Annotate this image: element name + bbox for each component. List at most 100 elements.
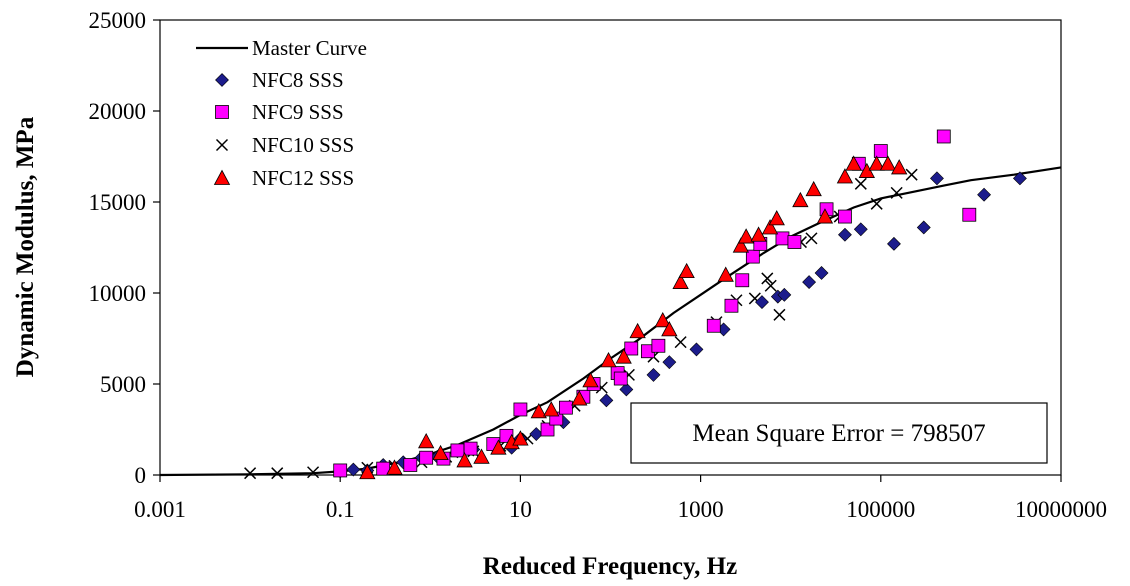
triangle-data-point <box>879 155 897 171</box>
legend: Master Curve NFC8 SSS NFC9 SSS NFC10 SSS… <box>196 36 367 190</box>
diamond-data-point <box>662 355 677 370</box>
square-data-point <box>651 338 666 353</box>
x-data-point <box>870 197 883 210</box>
triangle-data-point <box>661 321 678 337</box>
y-tick-label: 0 <box>135 463 147 488</box>
triangle-data-point <box>768 210 785 226</box>
square-data-point <box>333 463 348 478</box>
triangle-data-point <box>717 266 734 282</box>
square-data-point <box>463 441 478 456</box>
legend-label-nfc9: NFC9 SSS <box>252 100 344 124</box>
x-data-point <box>674 336 687 349</box>
x-data-point <box>271 467 284 480</box>
legend-triangle-marker <box>213 169 231 185</box>
triangle-data-point <box>543 401 560 417</box>
square-data-point <box>624 341 639 356</box>
diamond-data-point <box>619 382 634 397</box>
square-data-point <box>962 207 977 222</box>
y-tick-label: 15000 <box>89 190 147 215</box>
triangle-data-point <box>615 348 632 364</box>
square-data-point <box>513 402 528 417</box>
annotation-box: Mean Square Error = 798507 <box>630 402 1048 464</box>
mse-annotation: Mean Square Error = 798507 <box>692 420 985 447</box>
x-tick-label: 10 <box>509 497 532 522</box>
legend-label-nfc8: NFC8 SSS <box>252 68 344 92</box>
square-data-point <box>540 422 555 437</box>
triangle-data-point <box>868 155 885 171</box>
triangle-data-point <box>629 322 646 339</box>
x-data-point <box>773 308 786 321</box>
triangle-data-point <box>473 448 490 464</box>
diamond-data-point <box>930 171 944 186</box>
diamond-data-point <box>646 367 661 382</box>
triangle-data-point <box>512 430 529 446</box>
data-points <box>244 129 1027 480</box>
triangle-data-point <box>672 273 689 289</box>
y-tick-label: 5000 <box>100 372 146 397</box>
diamond-data-point <box>1012 171 1027 186</box>
x-data-point <box>805 232 818 245</box>
square-data-point <box>724 298 739 313</box>
legend-label-nfc10: NFC10 SSS <box>252 133 354 157</box>
triangle-data-point <box>600 351 617 368</box>
diamond-data-point <box>346 462 361 477</box>
square-data-point <box>403 458 418 472</box>
diamond-data-point <box>887 236 901 251</box>
square-data-point <box>936 129 951 144</box>
x-data-point <box>764 279 777 292</box>
y-axis: 0 5000 10000 15000 20000 25000 <box>89 8 160 488</box>
square-data-point <box>559 400 573 415</box>
legend-label-master-curve: Master Curve <box>252 36 367 60</box>
triangle-data-point <box>792 191 809 208</box>
diamond-data-point <box>977 187 991 202</box>
y-tick-label: 20000 <box>89 99 147 124</box>
square-data-point <box>419 450 434 465</box>
square-data-point <box>838 209 852 224</box>
x-data-point <box>244 467 257 480</box>
triangle-data-point <box>418 432 435 449</box>
triangle-data-point <box>359 463 376 480</box>
square-data-point <box>450 443 465 458</box>
triangle-data-point <box>386 459 403 475</box>
triangle-data-point <box>678 262 695 279</box>
triangle-data-point <box>836 168 854 184</box>
triangle-data-point <box>654 311 671 328</box>
triangle-data-point <box>891 159 908 175</box>
square-data-point <box>735 273 750 288</box>
triangle-data-point <box>737 228 755 244</box>
legend-x-marker <box>215 138 229 152</box>
triangle-data-point <box>530 402 547 419</box>
square-data-point <box>787 235 802 249</box>
diamond-data-point <box>853 222 868 237</box>
x-data-point <box>761 272 774 285</box>
x-tick-label: 10000000 <box>1015 497 1107 522</box>
triangle-data-point <box>761 219 779 235</box>
diamond-data-point <box>814 266 829 280</box>
y-tick-label: 25000 <box>89 8 147 33</box>
x-axis: 0.001 0.1 10 1000 100000 10000000 <box>134 475 1107 522</box>
x-tick-label: 0.1 <box>326 497 355 522</box>
y-axis-title: Dynamic Modulus, MPa <box>12 116 39 377</box>
x-tick-label: 1000 <box>678 497 724 522</box>
triangle-data-point <box>816 208 834 224</box>
legend-square-marker <box>215 105 229 119</box>
x-data-point <box>854 177 867 190</box>
triangle-data-point <box>456 452 473 468</box>
x-tick-label: 0.001 <box>134 497 186 522</box>
x-data-point <box>905 168 918 181</box>
triangle-data-point <box>582 372 599 388</box>
diamond-data-point <box>916 220 931 235</box>
diamond-data-point <box>755 295 769 310</box>
triangle-data-point <box>845 155 862 171</box>
diamond-data-point <box>802 275 817 290</box>
diamond-data-point <box>838 227 852 242</box>
diamond-data-point <box>529 427 544 441</box>
triangle-data-point <box>571 390 588 406</box>
x-axis-title: Reduced Frequency, Hz <box>483 553 737 580</box>
square-data-point <box>706 318 721 333</box>
diamond-data-point <box>599 393 614 408</box>
x-tick-label: 100000 <box>846 497 915 522</box>
x-data-point <box>307 466 320 479</box>
legend-label-nfc12: NFC12 SSS <box>252 166 354 190</box>
